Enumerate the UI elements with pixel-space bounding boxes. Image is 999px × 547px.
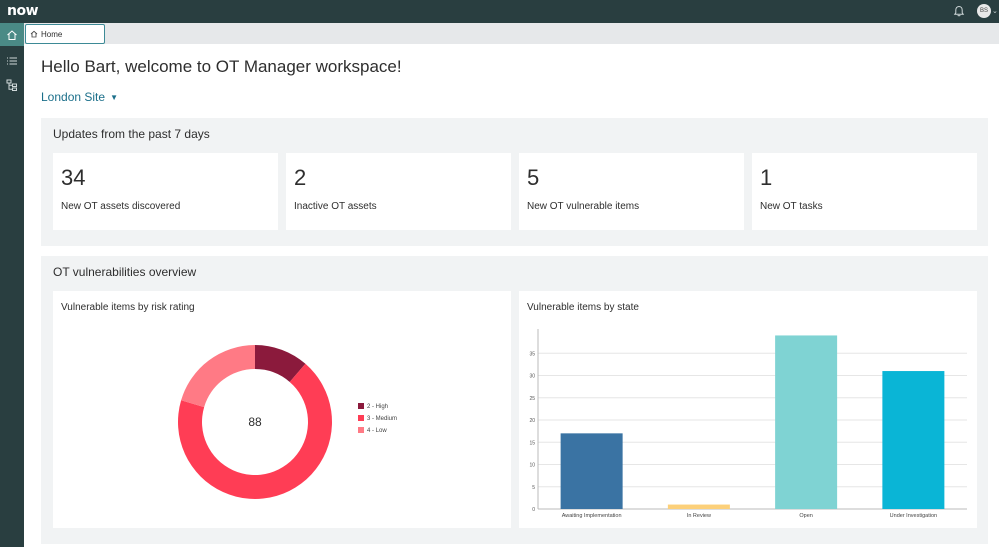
bar-in-review[interactable]: [667, 504, 730, 509]
top-navigation-bar: now BS ⌄: [0, 0, 999, 23]
donut-center-value: 88: [248, 415, 262, 429]
legend-label[interactable]: 4 - Low: [367, 428, 387, 434]
chevron-down-icon[interactable]: ⌄: [992, 8, 998, 15]
user-avatar[interactable]: BS: [977, 4, 991, 18]
state-bar-chart: 0 5 10 15 20 25 30 35 Awaiting Implementation In…: [529, 329, 967, 519]
x-tick-label: Awaiting Implementation: [562, 513, 622, 519]
tab-label: Home: [41, 29, 63, 39]
y-tick-label: 35: [529, 351, 535, 357]
site-selector-label: London Site: [41, 90, 106, 104]
stat-label: Inactive OT assets: [294, 201, 377, 212]
x-tick-label: In Review: [687, 513, 711, 519]
home-icon: [7, 29, 17, 40]
updates-panel: Updates from the past 7 days 34 New OT a…: [41, 118, 988, 246]
page-title: Hello Bart, welcome to OT Manager worksp…: [41, 57, 402, 76]
tab-strip: Home: [24, 23, 999, 44]
stat-label: New OT assets discovered: [61, 201, 181, 212]
stat-card-inactive-assets[interactable]: 2 Inactive OT assets: [286, 153, 511, 230]
stat-value: 1: [760, 165, 773, 190]
legend-swatch: [358, 415, 364, 421]
tab-home[interactable]: Home: [25, 24, 105, 44]
stat-card-assets-discovered[interactable]: 34 New OT assets discovered: [53, 153, 278, 230]
y-tick-label: 25: [529, 396, 535, 402]
risk-rating-title: Vulnerable items by risk rating: [61, 302, 195, 313]
list-icon: [7, 57, 17, 64]
rail-item-list[interactable]: [0, 49, 24, 72]
y-tick-label: 15: [529, 440, 535, 446]
rail-item-hierarchy[interactable]: [0, 73, 24, 96]
state-card: Vulnerable items by state 0 5 10 15 20 25 30 35…: [519, 291, 977, 528]
caret-down-icon: ▼: [110, 92, 118, 102]
y-tick-label: 30: [529, 374, 535, 380]
stat-value: 5: [527, 165, 540, 190]
y-tick-label: 10: [529, 463, 535, 469]
x-tick-label: Open: [799, 513, 812, 519]
y-tick-label: 20: [529, 418, 535, 424]
state-title: Vulnerable items by state: [527, 302, 639, 313]
legend-swatch: [358, 403, 364, 409]
bar-open[interactable]: [775, 335, 838, 509]
legend-swatch: [358, 427, 364, 433]
risk-rating-donut-chart: 88 2 - High 3 - Medium 4 - Low: [178, 345, 397, 499]
hierarchy-icon: [6, 79, 17, 91]
main-content: Hello Bart, welcome to OT Manager worksp…: [24, 44, 999, 547]
stat-label: New OT tasks: [760, 201, 823, 212]
rail-item-home[interactable]: [0, 23, 24, 46]
donut-slice-4-low[interactable]: [181, 345, 255, 408]
stat-value: 2: [294, 165, 307, 190]
stat-value: 34: [61, 165, 86, 190]
left-rail: [0, 23, 24, 547]
legend-label[interactable]: 3 - Medium: [367, 416, 397, 422]
x-tick-label: Under Investigation: [890, 513, 937, 519]
servicenow-logo[interactable]: now: [7, 3, 39, 19]
y-tick-label: 0: [532, 507, 535, 513]
donut-slice-3-medium[interactable]: [178, 363, 332, 499]
donut-slice-2-high[interactable]: [255, 345, 306, 382]
home-icon: [30, 30, 38, 38]
legend-label[interactable]: 2 - High: [367, 404, 388, 410]
vulnerabilities-panel: OT vulnerabilities overview Vulnerable i…: [41, 256, 988, 544]
stat-card-vulnerable-items[interactable]: 5 New OT vulnerable items: [519, 153, 744, 230]
bell-icon[interactable]: [952, 4, 966, 18]
bar-awaiting-implementation[interactable]: [560, 433, 623, 509]
stat-label: New OT vulnerable items: [527, 201, 640, 212]
site-selector[interactable]: London Site ▼: [41, 90, 118, 104]
stat-card-ot-tasks[interactable]: 1 New OT tasks: [752, 153, 977, 230]
risk-rating-card: Vulnerable items by risk rating 88 2 - H…: [53, 291, 511, 528]
bar-under-investigation[interactable]: [882, 371, 945, 509]
vulnerabilities-panel-title: OT vulnerabilities overview: [53, 265, 197, 279]
updates-panel-title: Updates from the past 7 days: [53, 127, 210, 141]
y-tick-label: 5: [532, 485, 535, 491]
